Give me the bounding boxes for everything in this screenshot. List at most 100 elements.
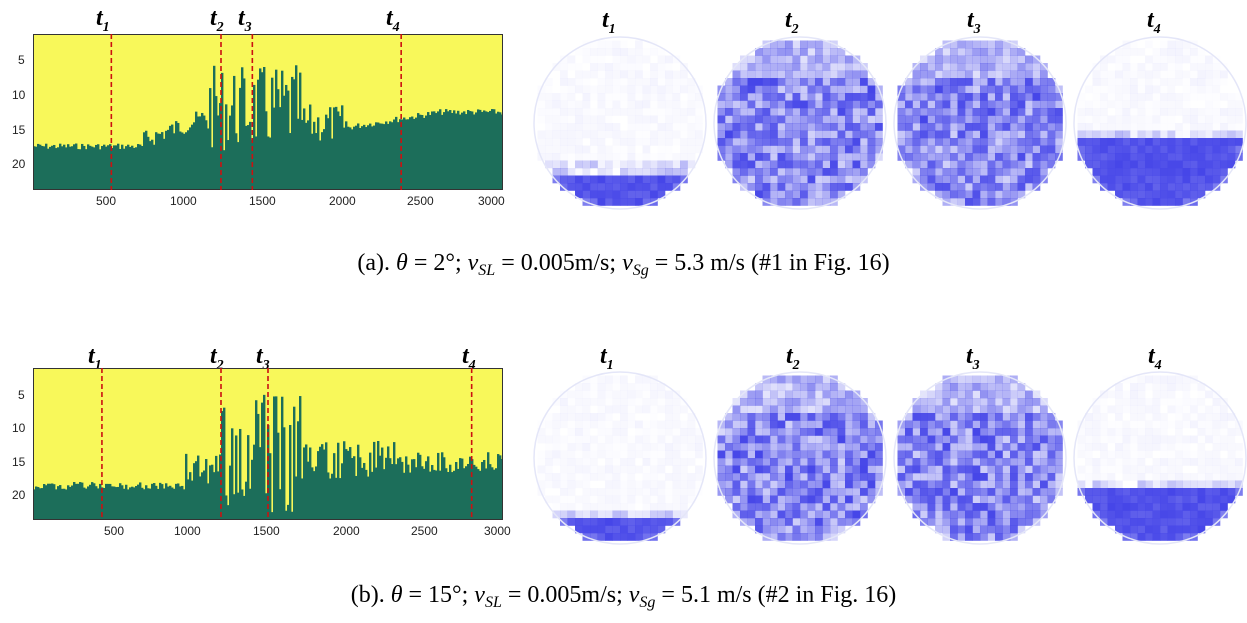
tomo-pixel [800, 518, 808, 526]
tomo-pixel [912, 145, 921, 154]
tomo-pixel [1137, 435, 1146, 444]
tomo-pixel [852, 78, 861, 86]
tomo-pixel [755, 405, 763, 414]
tomo-pixel [1183, 86, 1191, 94]
tomo-pixel [927, 145, 936, 154]
tomo-pixel [837, 108, 846, 116]
tomo-pixel [995, 405, 1003, 414]
tomo-pixel [845, 55, 853, 64]
tomo-pixel [987, 458, 996, 466]
heatmap-column [195, 461, 198, 520]
tomo-pixel [605, 56, 613, 64]
tomo-pixel [905, 138, 913, 146]
heatmap-column [301, 119, 304, 190]
tomo-pixel [1100, 71, 1108, 79]
tomo-pixel [1152, 390, 1161, 399]
tomo-pixel [845, 100, 853, 109]
heatmap-column [325, 114, 328, 190]
heatmap-column [305, 122, 308, 190]
tomo-pixel [747, 85, 756, 94]
tomo-pixel [590, 391, 598, 399]
tomo-pixel [1130, 451, 1138, 459]
tomo-pixel [800, 48, 808, 56]
tomo-pixel [830, 525, 838, 534]
heatmap-t4-label: t4 [386, 5, 400, 35]
tomo-pixel [1153, 421, 1161, 429]
heatmap-column [371, 471, 374, 520]
tomo-pixel [1167, 458, 1176, 466]
tomo-pixel [785, 480, 793, 489]
tomo-pixel [635, 420, 643, 429]
tomo-pixel [1010, 123, 1018, 131]
tomo-pixel [620, 138, 628, 146]
heatmap-column [61, 146, 64, 190]
tomo-pixel [837, 78, 846, 86]
tomo-pixel [680, 466, 688, 474]
heatmap-column [103, 144, 106, 190]
tomo-pixel [785, 398, 793, 406]
tomo-pixel [822, 420, 831, 429]
tomo-pixel [1220, 443, 1228, 451]
tomo-pixel [845, 443, 853, 451]
tomo-pixel [1160, 145, 1168, 154]
tomo-pixel [762, 390, 771, 399]
tomo-pixel [1100, 101, 1108, 109]
tomo-pixel [673, 138, 681, 146]
tomo-pixel [620, 48, 628, 56]
tomo-pixel [777, 435, 786, 444]
tomo-pixel [957, 138, 966, 146]
heatmap-column [385, 457, 388, 520]
tomo-pixel [553, 428, 561, 436]
tomo-pixel [1228, 466, 1236, 474]
tomo-pixel [665, 473, 673, 481]
x-tick-2000: 2000 [329, 194, 356, 208]
tomo-pixel [875, 138, 883, 146]
tomo-pixel [553, 496, 561, 504]
tomo-pixel [695, 473, 703, 481]
tomo-pixel [650, 175, 658, 184]
tomo-pixel [837, 55, 846, 64]
tomo-pixel [1130, 168, 1138, 176]
tomo-pixel [800, 153, 808, 161]
tomo-pixel [800, 420, 808, 429]
tomo-pixel [650, 56, 658, 64]
tomo-pixel [688, 131, 696, 139]
tomo-pixel [1190, 123, 1198, 131]
tomo-pixel [1175, 420, 1183, 429]
heatmap-column [265, 111, 268, 190]
tomo-pixel [912, 123, 921, 131]
tomo-pixel [897, 450, 906, 459]
tomo-pixel [553, 458, 561, 466]
tomo-pixel [1092, 465, 1101, 474]
heatmap-column [291, 511, 294, 520]
tomo-pixel [935, 383, 943, 391]
tomo-pixel [1175, 465, 1183, 474]
heatmap-column [147, 488, 150, 520]
tomo-pixel [957, 465, 966, 474]
tomo-pixel [815, 533, 823, 541]
tomo-pixel [1212, 458, 1221, 466]
tomo-pixel [1055, 473, 1063, 481]
tomo-pixel [1032, 100, 1041, 109]
tomo-pixel [672, 510, 681, 519]
tomo-pixel [792, 473, 801, 481]
tomo-pixel [1175, 138, 1183, 146]
tomo-pixel [762, 488, 771, 496]
tomo-pixel [800, 383, 808, 391]
tomo-pixel [1085, 101, 1093, 109]
tomo-pixel [1122, 123, 1131, 131]
heatmap-column [151, 483, 154, 520]
heatmap-column [153, 483, 156, 520]
tomo-pixel [732, 450, 741, 459]
tomo-pixel [605, 458, 613, 466]
tomo-pixel [1100, 108, 1108, 116]
tomo-pixel [942, 443, 951, 451]
tomo-pixel [1092, 503, 1101, 511]
tomo-pixel [762, 108, 771, 116]
heatmap-column [429, 114, 432, 190]
tomo-pixel [1198, 398, 1206, 406]
tomo-pixel [897, 465, 906, 474]
tomo-pixel [657, 495, 666, 504]
tomo-pixel [770, 405, 778, 414]
heatmap-column [191, 124, 194, 190]
